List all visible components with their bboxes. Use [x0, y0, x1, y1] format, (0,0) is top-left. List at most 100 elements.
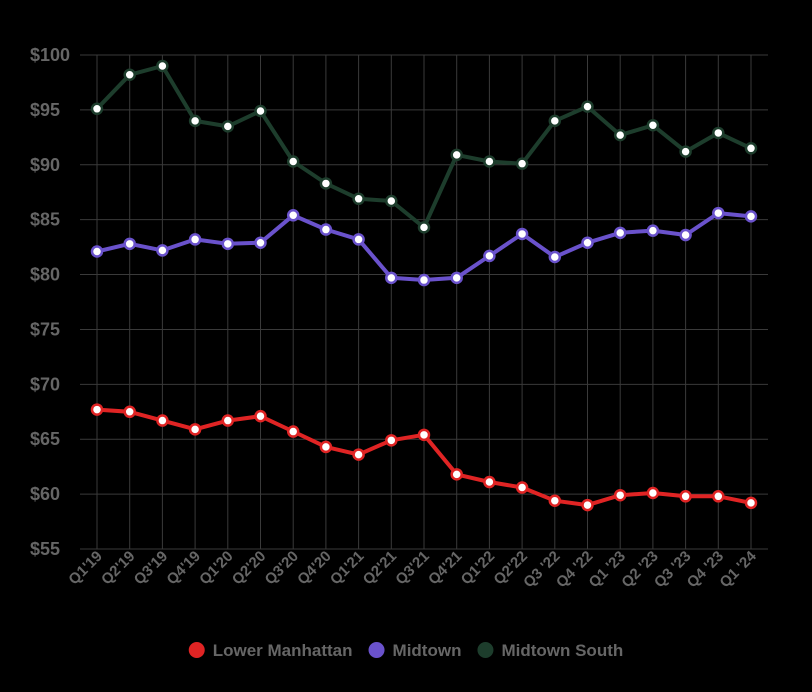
- x-axis-ticks: Q1'19Q2'19Q3'19Q4'19Q1'20Q2'20Q3'20Q4'20…: [65, 547, 760, 591]
- x-tick-label: Q4'19: [163, 548, 203, 588]
- legend-label: Lower Manhattan: [213, 641, 353, 660]
- x-tick-label: Q1 '24: [716, 547, 760, 591]
- data-point: [613, 128, 627, 142]
- data-point: [221, 120, 235, 133]
- data-point: [123, 68, 136, 82]
- data-point: [581, 236, 594, 249]
- y-tick-label: $80: [30, 265, 60, 285]
- data-point: [646, 224, 660, 237]
- y-axis-ticks: $55 $60 $65 $70 $75 $80 $85 $90 $95 $100: [30, 45, 70, 559]
- x-tick-label: Q1'19: [65, 548, 105, 588]
- data-point: [156, 59, 169, 73]
- x-tick-label: Q1'20: [196, 548, 236, 588]
- data-point: [515, 481, 529, 494]
- data-point: [744, 210, 758, 223]
- legend-swatch: [477, 642, 494, 658]
- data-point: [90, 102, 104, 116]
- data-point: [417, 273, 431, 287]
- gridlines: [80, 54, 768, 550]
- data-point: [548, 494, 562, 507]
- data-point: [679, 490, 692, 503]
- data-point: [254, 104, 267, 118]
- data-point: [319, 223, 333, 236]
- data-point: [515, 227, 529, 241]
- x-tick-label: Q3'19: [131, 548, 171, 588]
- y-tick-label: $55: [30, 539, 60, 559]
- series-midtown: [90, 206, 758, 287]
- x-tick-label: Q4'21: [425, 548, 465, 588]
- data-point: [352, 233, 365, 246]
- x-tick-label: Q2'20: [229, 548, 269, 588]
- series-lines: [90, 59, 758, 512]
- data-point: [385, 434, 398, 447]
- data-point: [123, 405, 136, 419]
- x-tick-label: Q2'21: [360, 548, 400, 588]
- legend-label: Midtown South: [501, 641, 623, 660]
- y-tick-label: $60: [30, 484, 60, 504]
- data-point: [483, 249, 496, 263]
- data-point: [613, 488, 627, 502]
- data-point: [286, 425, 300, 438]
- legend-item-midtown-south: Midtown South: [477, 641, 623, 660]
- data-point: [417, 221, 431, 234]
- data-point: [450, 468, 463, 481]
- data-point: [319, 440, 333, 454]
- data-point: [744, 496, 758, 510]
- legend-item-lower-manhattan: Lower Manhattan: [188, 641, 353, 660]
- x-tick-label: Q2'19: [98, 548, 138, 588]
- data-point: [515, 157, 529, 170]
- data-point: [450, 148, 463, 162]
- data-point: [156, 414, 169, 427]
- data-point: [286, 209, 300, 222]
- legend-label: Midtown: [393, 641, 462, 660]
- y-tick-label: $90: [30, 155, 60, 175]
- data-point: [352, 192, 365, 206]
- data-point: [385, 194, 398, 208]
- legend-swatch: [188, 642, 205, 658]
- data-point: [581, 498, 594, 512]
- x-tick-label: Q1'22: [458, 548, 498, 588]
- data-point: [712, 490, 725, 503]
- y-tick-label: $75: [30, 319, 60, 339]
- data-point: [123, 237, 136, 251]
- data-point: [188, 233, 202, 246]
- data-point: [581, 100, 594, 113]
- data-point: [679, 145, 692, 158]
- data-point: [483, 475, 496, 489]
- data-point: [385, 271, 398, 285]
- data-point: [221, 414, 235, 427]
- y-tick-label: $85: [30, 210, 60, 230]
- x-tick-label: Q1'21: [327, 548, 367, 588]
- legend: Lower Manhattan Midtown Midtown South: [188, 641, 623, 660]
- legend-swatch: [368, 642, 385, 658]
- data-point: [548, 250, 562, 264]
- data-point: [712, 206, 725, 220]
- data-point: [254, 409, 267, 423]
- data-point: [156, 244, 169, 257]
- data-point: [319, 177, 333, 190]
- x-tick-label: Q4'20: [294, 548, 334, 588]
- data-point: [90, 245, 104, 258]
- data-point: [221, 237, 235, 251]
- series-midtown-south: [90, 59, 758, 234]
- data-point: [188, 423, 202, 436]
- data-point: [646, 486, 660, 500]
- data-point: [483, 155, 496, 168]
- y-tick-label: $100: [30, 45, 70, 65]
- y-tick-label: $65: [30, 429, 60, 449]
- x-tick-label: Q3'21: [392, 548, 432, 588]
- data-point: [286, 155, 300, 168]
- data-point: [679, 228, 692, 242]
- data-point: [548, 114, 562, 128]
- y-tick-label: $95: [30, 100, 60, 120]
- data-point: [744, 142, 758, 155]
- y-tick-label: $70: [30, 374, 60, 394]
- data-point: [712, 126, 725, 140]
- legend-item-midtown: Midtown: [368, 641, 462, 660]
- data-point: [188, 114, 202, 128]
- data-point: [352, 448, 365, 461]
- data-point: [417, 428, 431, 442]
- data-point: [613, 226, 627, 240]
